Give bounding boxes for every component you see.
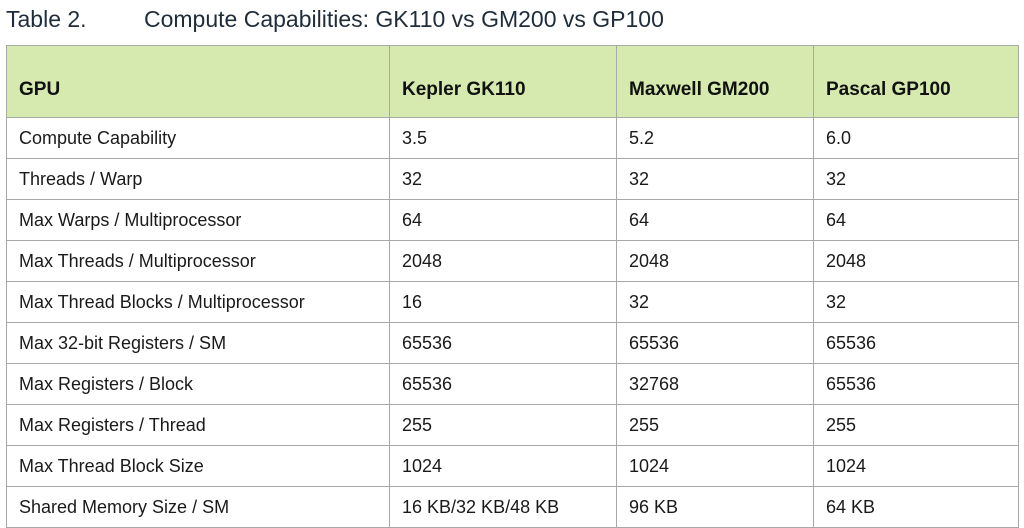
table-row: Max Thread Blocks / Multiprocessor 16 32…: [6, 281, 1019, 323]
cell-gm200: 64: [616, 199, 814, 241]
row-label: Max Registers / Thread: [6, 404, 390, 446]
cell-gp100: 2048: [813, 240, 1019, 282]
cell-gk110: 32: [389, 158, 617, 200]
table-row: Compute Capability 3.5 5.2 6.0: [6, 117, 1019, 159]
cell-gp100: 6.0: [813, 117, 1019, 159]
cell-gm200: 255: [616, 404, 814, 446]
cell-gk110: 65536: [389, 363, 617, 405]
cell-gp100: 65536: [813, 322, 1019, 364]
header-row: GPU Kepler GK110 Maxwell GM200 Pascal GP…: [6, 45, 1019, 118]
cell-gm200: 32768: [616, 363, 814, 405]
cell-gp100: 64: [813, 199, 1019, 241]
table-caption: Table 2. Compute Capabilities: GK110 vs G…: [6, 2, 664, 36]
row-label: Compute Capability: [6, 117, 390, 159]
table-row: Max Registers / Block 65536 32768 65536: [6, 363, 1019, 405]
cell-gm200: 32: [616, 158, 814, 200]
header-gpu: GPU: [6, 45, 390, 118]
cell-gk110: 2048: [389, 240, 617, 282]
header-maxwell-gm200: Maxwell GM200: [616, 45, 814, 118]
row-label: Max Registers / Block: [6, 363, 390, 405]
cell-gm200: 65536: [616, 322, 814, 364]
cell-gm200: 5.2: [616, 117, 814, 159]
table-title: Compute Capabilities: GK110 vs GM200 vs …: [144, 6, 664, 32]
header-kepler-gk110: Kepler GK110: [389, 45, 617, 118]
cell-gp100: 1024: [813, 445, 1019, 487]
row-label: Max 32-bit Registers / SM: [6, 322, 390, 364]
table-number: Table 2.: [6, 6, 87, 32]
cell-gk110: 16 KB/32 KB/48 KB: [389, 486, 617, 528]
table-row: Threads / Warp 32 32 32: [6, 158, 1019, 200]
header-pascal-gp100: Pascal GP100: [813, 45, 1019, 118]
row-label: Max Thread Block Size: [6, 445, 390, 487]
row-label: Max Threads / Multiprocessor: [6, 240, 390, 282]
compute-capabilities-table: GPU Kepler GK110 Maxwell GM200 Pascal GP…: [6, 45, 1019, 528]
cell-gk110: 1024: [389, 445, 617, 487]
cell-gp100: 65536: [813, 363, 1019, 405]
cell-gk110: 65536: [389, 322, 617, 364]
row-label: Threads / Warp: [6, 158, 390, 200]
row-label: Shared Memory Size / SM: [6, 486, 390, 528]
row-label: Max Thread Blocks / Multiprocessor: [6, 281, 390, 323]
cell-gp100: 64 KB: [813, 486, 1019, 528]
table-row: Max Threads / Multiprocessor 2048 2048 2…: [6, 240, 1019, 282]
table-row: Max Thread Block Size 1024 1024 1024: [6, 445, 1019, 487]
cell-gp100: 32: [813, 158, 1019, 200]
cell-gm200: 1024: [616, 445, 814, 487]
table-row: Shared Memory Size / SM 16 KB/32 KB/48 K…: [6, 486, 1019, 528]
cell-gk110: 255: [389, 404, 617, 446]
cell-gk110: 64: [389, 199, 617, 241]
cell-gk110: 16: [389, 281, 617, 323]
table-row: Max Registers / Thread 255 255 255: [6, 404, 1019, 446]
cell-gm200: 96 KB: [616, 486, 814, 528]
cell-gp100: 255: [813, 404, 1019, 446]
cell-gk110: 3.5: [389, 117, 617, 159]
table-row: Max Warps / Multiprocessor 64 64 64: [6, 199, 1019, 241]
table-row: Max 32-bit Registers / SM 65536 65536 65…: [6, 322, 1019, 364]
row-label: Max Warps / Multiprocessor: [6, 199, 390, 241]
cell-gm200: 32: [616, 281, 814, 323]
cell-gp100: 32: [813, 281, 1019, 323]
cell-gm200: 2048: [616, 240, 814, 282]
